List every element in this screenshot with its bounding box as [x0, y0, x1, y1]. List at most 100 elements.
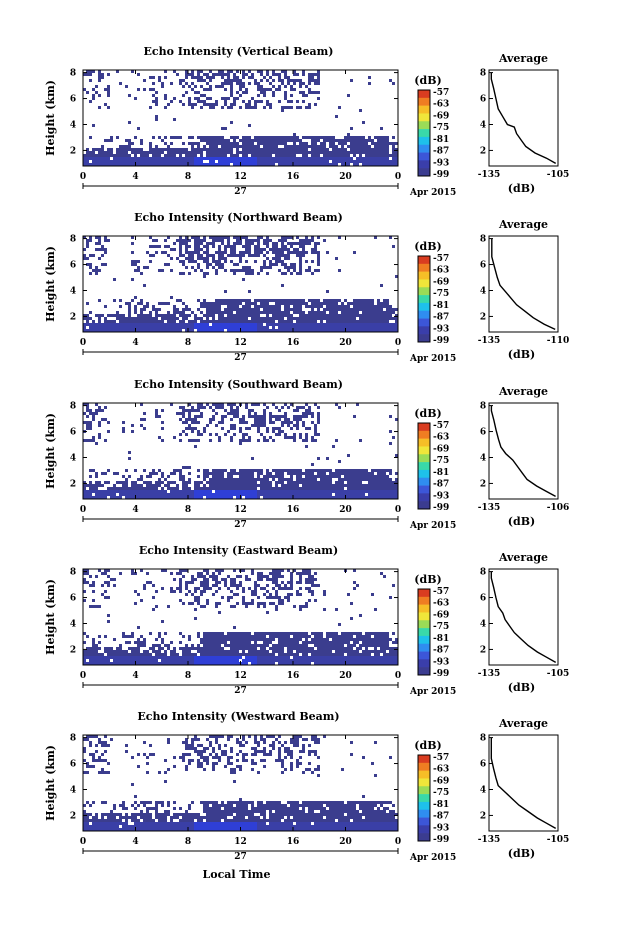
- heatmap-cell: [344, 323, 347, 326]
- heatmap-cell: [278, 329, 281, 332]
- heatmap-cell: [179, 148, 182, 151]
- heatmap-cell: [83, 650, 86, 653]
- heatmap-cell: [344, 493, 347, 496]
- colorbar-tick-label: -57: [433, 254, 449, 264]
- heatmap-cell: [254, 487, 257, 490]
- heatmap-cell: [167, 236, 170, 239]
- heatmap-cell: [137, 647, 140, 650]
- heatmap-cell: [200, 650, 203, 653]
- heatmap-cell: [137, 656, 140, 659]
- heatmap-cell: [197, 160, 200, 163]
- heatmap-cell: [191, 136, 194, 139]
- heatmap-cell: [140, 142, 143, 145]
- heatmap-cell: [290, 88, 293, 91]
- heatmap-cell: [332, 487, 335, 490]
- heatmap-cell: [245, 632, 248, 635]
- heatmap-cell: [305, 587, 308, 590]
- heatmap-cell: [305, 632, 308, 635]
- heatmap-cell: [263, 157, 266, 160]
- heatmap-cell: [140, 148, 143, 151]
- heatmap-cell: [131, 163, 134, 166]
- heatmap-cell: [275, 575, 278, 578]
- heatmap-cell: [107, 157, 110, 160]
- heatmap-cell: [317, 323, 320, 326]
- heatmap-cell: [308, 76, 311, 79]
- heatmap-cell: [335, 493, 338, 496]
- heatmap-cell: [218, 163, 221, 166]
- heatmap-cell: [275, 311, 278, 314]
- heatmap-cell: [278, 85, 281, 88]
- heatmap-cell: [248, 650, 251, 653]
- heatmap-cell: [314, 157, 317, 160]
- heatmap-cell: [227, 70, 230, 73]
- heatmap-cell: [215, 308, 218, 311]
- heatmap-cell: [374, 151, 377, 154]
- heatmap-cell: [89, 329, 92, 332]
- heatmap-cell: [272, 157, 275, 160]
- heatmap-cell: [263, 602, 266, 605]
- heatmap-cell: [308, 659, 311, 662]
- heatmap-cell: [209, 493, 212, 496]
- heatmap-cell: [152, 88, 155, 91]
- heatmap-cell: [284, 245, 287, 248]
- heatmap-cell: [110, 653, 113, 656]
- heatmap-cell: [251, 656, 254, 659]
- heatmap-cell: [389, 493, 392, 496]
- heatmap-cell: [350, 329, 353, 332]
- heatmap-cell: [122, 148, 125, 151]
- heatmap-cell: [308, 311, 311, 314]
- heatmap-cell: [260, 136, 263, 139]
- heatmap-cell: [110, 662, 113, 665]
- heatmap-cell: [218, 602, 221, 605]
- heatmap-cell: [368, 154, 371, 157]
- y-tick-label: 4: [70, 120, 76, 130]
- heatmap-cell: [128, 490, 131, 493]
- heatmap-cell: [155, 496, 158, 499]
- heatmap-cell: [221, 85, 224, 88]
- heatmap-cell: [98, 148, 101, 151]
- heatmap-cell: [155, 653, 158, 656]
- heatmap-cell: [209, 662, 212, 665]
- heatmap-cell: [110, 323, 113, 326]
- heatmap-cell: [230, 254, 233, 257]
- heatmap-cell: [218, 154, 221, 157]
- heatmap-cell: [302, 145, 305, 148]
- heatmap-cell: [302, 299, 305, 302]
- heatmap-cell: [248, 160, 251, 163]
- heatmap-cell: [86, 160, 89, 163]
- heatmap-cell: [329, 472, 332, 475]
- heatmap-cell: [386, 314, 389, 317]
- heatmap-cell: [188, 638, 191, 641]
- heatmap-cell: [116, 656, 119, 659]
- heatmap-cell: [350, 79, 353, 82]
- heatmap-cell: [194, 163, 197, 166]
- heatmap-cell: [353, 490, 356, 493]
- heatmap-cell: [185, 418, 188, 421]
- heatmap-cell: [266, 487, 269, 490]
- heatmap-cell: [209, 421, 212, 424]
- heatmap-cell: [263, 650, 266, 653]
- heatmap-cell: [251, 484, 254, 487]
- heatmap-cell: [302, 424, 305, 427]
- heatmap-cell: [173, 308, 176, 311]
- heatmap-cell: [293, 632, 296, 635]
- heatmap-cell: [290, 469, 293, 472]
- heatmap-cell: [185, 481, 188, 484]
- heatmap-cell: [194, 415, 197, 418]
- heatmap-cell: [242, 421, 245, 424]
- heatmap-cell: [212, 475, 215, 478]
- heatmap-cell: [233, 272, 236, 275]
- heatmap-cell: [116, 154, 119, 157]
- heatmap-cell: [338, 320, 341, 323]
- heatmap-cell: [137, 644, 140, 647]
- heatmap-cell: [263, 475, 266, 478]
- heatmap-cell: [203, 251, 206, 254]
- heatmap-cell: [341, 145, 344, 148]
- heatmap-cell: [200, 662, 203, 665]
- heatmap-cell: [374, 487, 377, 490]
- heatmap-cell: [302, 656, 305, 659]
- heatmap-cell: [107, 154, 110, 157]
- heatmap-cell: [284, 257, 287, 260]
- heatmap-cells: [83, 403, 398, 499]
- heatmap-cell: [365, 317, 368, 320]
